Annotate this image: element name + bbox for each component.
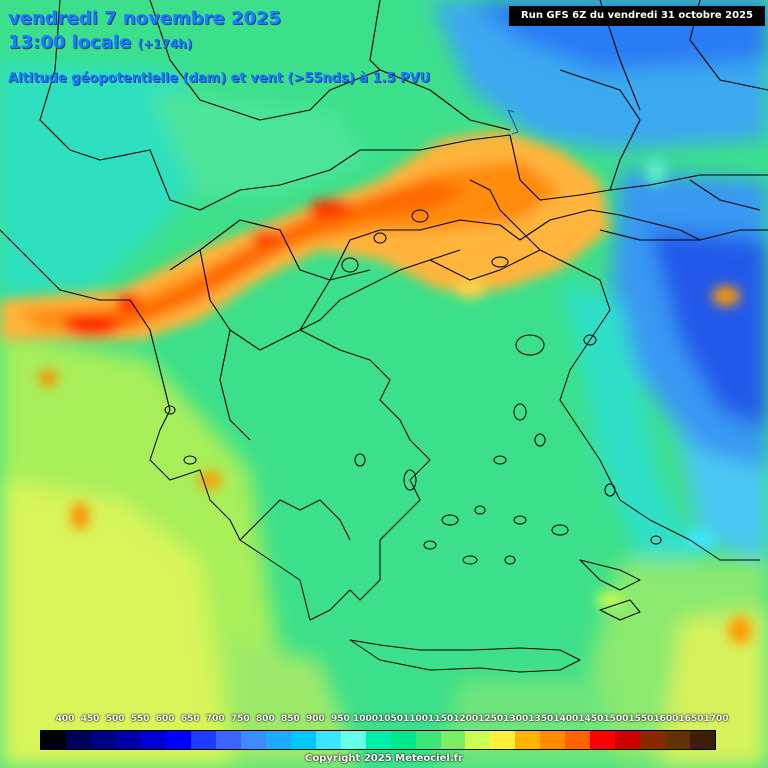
legend-swatch: [140, 731, 166, 749]
legend-label: 1450: [578, 714, 604, 724]
forecast-parameter: Altitude géopotentielle (dam) et vent (>…: [8, 71, 431, 86]
legend-label: 800: [255, 714, 275, 724]
legend-swatch: [290, 731, 316, 749]
legend-swatch: [265, 731, 291, 749]
legend-swatch: [465, 731, 491, 749]
legend-label: 550: [130, 714, 150, 724]
legend-label: 1100: [403, 714, 429, 724]
legend-label: 1150: [428, 714, 454, 724]
forecast-time: 13:00 locale (+174h): [8, 32, 192, 53]
legend-label: 650: [180, 714, 200, 724]
run-info: Run GFS 6Z du vendredi 31 octobre 2025: [509, 6, 765, 26]
forecast-time-label: 13:00 locale: [8, 32, 132, 53]
legend-label: 1000: [352, 714, 378, 724]
legend-label: 1400: [553, 714, 579, 724]
legend-swatch: [440, 731, 466, 749]
legend-label: 1650: [678, 714, 704, 724]
legend-label: 850: [280, 714, 300, 724]
legend-label: 1500: [603, 714, 629, 724]
legend-swatch: [115, 731, 141, 749]
legend-label: 1050: [377, 714, 404, 724]
legend-label: 1700: [703, 714, 729, 724]
legend-swatch: [665, 731, 691, 749]
wind-barb-icon: [507, 109, 519, 135]
coastline-lines: [149, 179, 760, 673]
forecast-date: vendredi 7 novembre 2025: [8, 8, 282, 29]
legend-swatch: [615, 731, 641, 749]
legend-color-bar: [40, 730, 716, 750]
legend-label: 1600: [653, 714, 679, 724]
legend-swatch: [90, 731, 116, 749]
legend-label: 500: [105, 714, 125, 724]
field-spots: [39, 158, 752, 644]
legend-swatch: [65, 731, 91, 749]
legend-swatch: [240, 731, 266, 749]
legend-swatch: [165, 731, 191, 749]
legend-label: 1300: [503, 714, 529, 724]
legend-swatch: [390, 731, 416, 749]
legend-swatch: [415, 731, 441, 749]
legend-swatch: [515, 731, 541, 749]
legend-swatch: [215, 731, 241, 749]
legend-labels: 400 450 500 550 600 650 700 750 800 850 900 950 1000…: [40, 714, 729, 726]
legend-swatch: [365, 731, 391, 749]
legend-swatch: [540, 731, 566, 749]
legend-label: 1200: [453, 714, 479, 724]
legend-swatch: [490, 731, 516, 749]
legend-label: 600: [155, 714, 175, 724]
copyright: Copyright 2025 Meteociel.fr: [305, 753, 463, 764]
legend-label: 1250: [478, 714, 504, 724]
island-lines: [164, 209, 662, 565]
legend-label: 1550: [628, 714, 654, 724]
legend-label: 750: [230, 714, 250, 724]
legend-swatch: [565, 731, 591, 749]
legend-label: 450: [80, 714, 100, 724]
forecast-lead: (+174h): [137, 37, 193, 51]
legend-swatch: [640, 731, 666, 749]
legend-label: 950: [331, 714, 350, 724]
legend-swatch: [340, 731, 366, 749]
legend-swatch: [690, 731, 716, 749]
legend-swatch: [315, 731, 341, 749]
legend-label: 700: [205, 714, 225, 724]
legend-swatch: [41, 731, 66, 749]
legend-label: 1350: [528, 714, 554, 724]
legend-label: 900: [306, 714, 325, 724]
legend-label: 400: [55, 714, 75, 724]
legend-swatch: [590, 731, 616, 749]
legend-swatch: [190, 731, 216, 749]
